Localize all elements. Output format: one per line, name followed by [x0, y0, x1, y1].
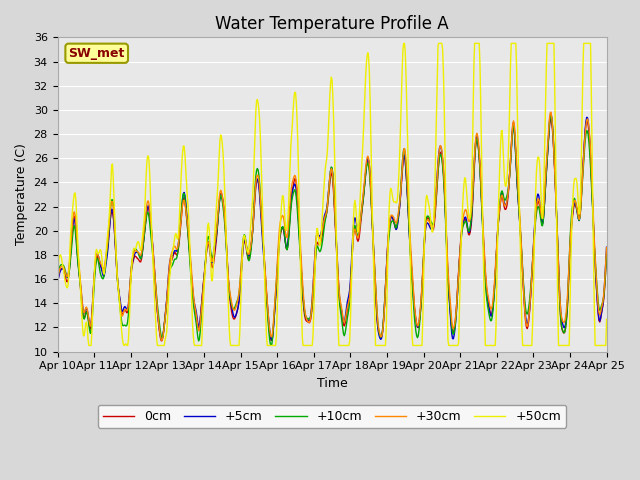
+30cm	[603, 245, 611, 251]
0cm	[432, 204, 440, 209]
+50cm	[603, 316, 611, 322]
+50cm	[324, 131, 332, 136]
+5cm	[198, 300, 205, 306]
+10cm	[432, 200, 440, 205]
Line: +50cm: +50cm	[58, 43, 607, 346]
+50cm	[85, 343, 93, 348]
+5cm	[603, 244, 611, 250]
+30cm	[378, 334, 385, 339]
Line: 0cm: 0cm	[58, 119, 607, 341]
+50cm	[400, 40, 408, 46]
X-axis label: Time: Time	[317, 377, 348, 390]
+10cm	[198, 309, 205, 315]
+30cm	[54, 279, 61, 285]
+5cm	[54, 283, 61, 288]
0cm	[603, 252, 611, 258]
+10cm	[603, 252, 611, 258]
Line: +5cm: +5cm	[58, 114, 607, 340]
+30cm	[198, 294, 206, 300]
+30cm	[324, 193, 332, 199]
+50cm	[433, 109, 440, 115]
+50cm	[198, 323, 206, 329]
+50cm	[54, 275, 61, 280]
+30cm	[554, 244, 561, 250]
+5cm	[174, 243, 182, 249]
Line: +10cm: +10cm	[58, 115, 607, 346]
+5cm	[378, 335, 385, 341]
+50cm	[554, 302, 561, 308]
+10cm	[324, 193, 332, 199]
0cm	[175, 243, 182, 249]
+30cm	[158, 337, 166, 343]
0cm	[378, 334, 385, 339]
0cm	[54, 280, 61, 286]
Text: SW_met: SW_met	[68, 47, 125, 60]
Legend: 0cm, +5cm, +10cm, +30cm, +50cm: 0cm, +5cm, +10cm, +30cm, +50cm	[98, 405, 566, 428]
+10cm	[378, 333, 385, 339]
+5cm	[324, 192, 332, 198]
0cm	[324, 196, 332, 202]
+10cm	[554, 244, 561, 250]
+30cm	[432, 197, 440, 203]
0cm	[554, 245, 561, 251]
Line: +30cm: +30cm	[58, 112, 607, 340]
Title: Water Temperature Profile A: Water Temperature Profile A	[215, 15, 449, 33]
0cm	[198, 290, 206, 296]
+5cm	[547, 111, 555, 117]
0cm	[157, 338, 165, 344]
0cm	[547, 116, 555, 122]
+30cm	[547, 109, 555, 115]
+50cm	[175, 228, 182, 233]
+5cm	[432, 194, 440, 200]
+5cm	[554, 242, 561, 248]
+10cm	[547, 112, 555, 118]
+10cm	[54, 276, 61, 282]
+10cm	[174, 248, 182, 253]
+10cm	[268, 343, 275, 348]
+30cm	[175, 238, 182, 244]
Y-axis label: Temperature (C): Temperature (C)	[15, 144, 28, 245]
+50cm	[378, 343, 385, 348]
+5cm	[268, 337, 276, 343]
